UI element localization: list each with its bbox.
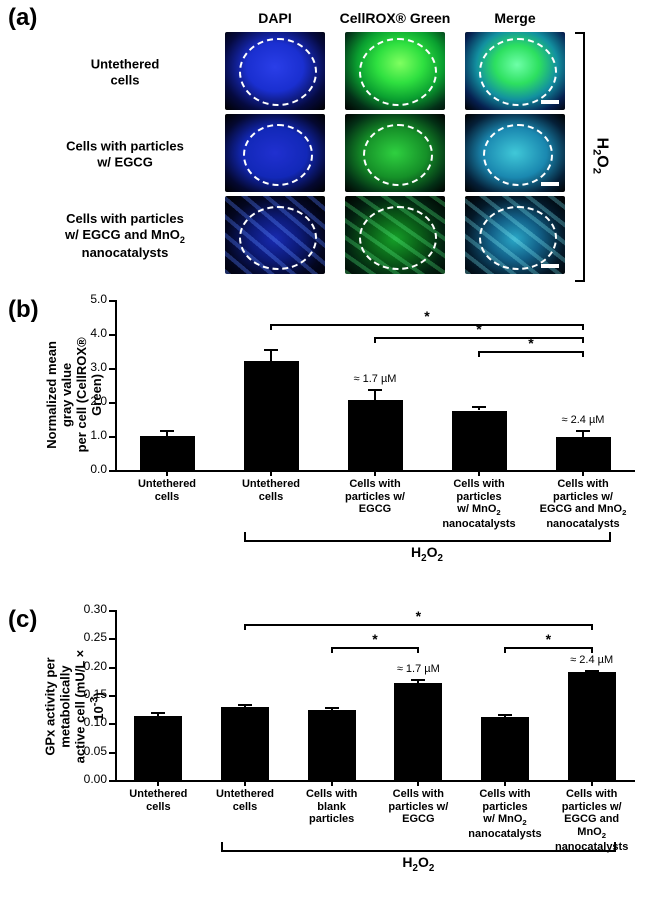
panel-a-col-header: DAPI: [215, 10, 335, 26]
panel-a-row-label: Cells with particlesw/ EGCG: [50, 138, 200, 169]
microscopy-cell: [345, 196, 445, 274]
microscopy-cell: [465, 114, 565, 192]
bar: [140, 436, 195, 470]
panel-a-row-label: Untetheredcells: [50, 56, 200, 87]
bar: [556, 437, 611, 470]
panel-a-row: Cells with particlesw/ EGCG and MnO2nano…: [60, 196, 610, 276]
microscopy-cell: [345, 114, 445, 192]
figure-page: (a) (b) (c) DAPICellROX® GreenMerge Unte…: [0, 0, 668, 900]
bar: [481, 717, 529, 780]
panel-b-label: (b): [8, 296, 39, 324]
microscopy-cell: [465, 32, 565, 110]
bar: [452, 411, 507, 471]
bar: [348, 400, 403, 470]
panel-a-row-label: Cells with particlesw/ EGCG and MnO2nano…: [50, 211, 200, 261]
bar: [134, 716, 182, 780]
microscopy-cell: [225, 196, 325, 274]
panel-c-label: (c): [8, 606, 37, 634]
microscopy-cell: [345, 32, 445, 110]
scale-bar: [541, 100, 559, 104]
panel-a-row: Untetheredcells: [60, 32, 610, 112]
scale-bar: [541, 264, 559, 268]
bar: [308, 710, 356, 780]
panel-a-col-headers: DAPICellROX® GreenMerge: [60, 10, 610, 32]
bar: [244, 361, 299, 470]
scale-bar: [541, 182, 559, 186]
bar: [394, 683, 442, 780]
panel-a: DAPICellROX® GreenMerge UntetheredcellsC…: [60, 10, 610, 280]
chart-b: 0.01.02.03.04.05.0Normalized mean gray v…: [115, 300, 635, 590]
microscopy-cell: [465, 196, 565, 274]
panel-a-row: Cells with particlesw/ EGCG: [60, 114, 610, 194]
microscopy-cell: [225, 32, 325, 110]
panel-a-label: (a): [8, 4, 37, 32]
bar: [568, 672, 616, 780]
h2o2-side-label: H2O2: [590, 138, 610, 157]
microscopy-cell: [225, 114, 325, 192]
panel-a-col-header: CellROX® Green: [335, 10, 455, 26]
panel-a-rows: UntetheredcellsCells with particlesw/ EG…: [60, 32, 610, 276]
panel-a-col-header: Merge: [455, 10, 575, 26]
bar: [221, 707, 269, 780]
chart-c: 0.000.050.100.150.200.250.30GPx activity…: [115, 610, 635, 900]
